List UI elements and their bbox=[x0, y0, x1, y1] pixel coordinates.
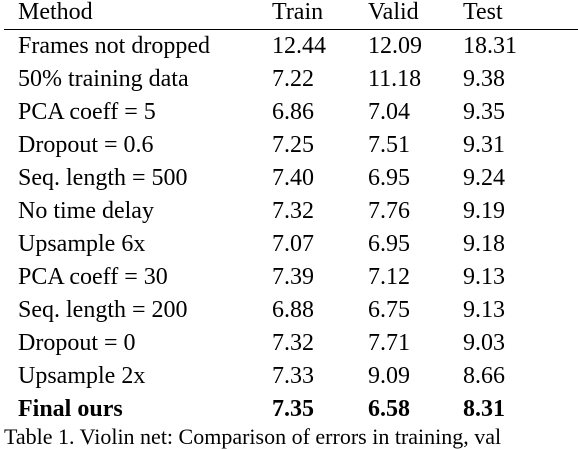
table-row-final: Final ours 7.35 6.58 8.31 bbox=[0, 397, 578, 430]
cell-train: 7.35 bbox=[272, 396, 314, 422]
cell-train: 7.22 bbox=[272, 66, 314, 92]
cell-method: Upsample 2x bbox=[18, 363, 146, 389]
header-valid: Valid bbox=[368, 0, 419, 25]
cell-test: 9.35 bbox=[463, 99, 505, 125]
cell-test: 9.13 bbox=[463, 297, 505, 323]
cell-method: PCA coeff = 5 bbox=[18, 99, 156, 125]
cell-valid: 6.95 bbox=[368, 165, 410, 191]
cell-test: 18.31 bbox=[463, 33, 517, 59]
cell-method: PCA coeff = 30 bbox=[18, 264, 168, 290]
cell-train: 7.32 bbox=[272, 330, 314, 356]
cell-test: 9.19 bbox=[463, 198, 505, 224]
header-test: Test bbox=[463, 0, 503, 25]
table-row: Seq. length = 200 6.88 6.75 9.13 bbox=[0, 298, 578, 331]
table-row: Dropout = 0.6 7.25 7.51 9.31 bbox=[0, 133, 578, 166]
cell-train: 6.88 bbox=[272, 297, 314, 323]
cell-train: 7.40 bbox=[272, 165, 314, 191]
header-method: Method bbox=[18, 0, 93, 25]
cell-method: Seq. length = 200 bbox=[18, 297, 188, 323]
cell-test: 9.31 bbox=[463, 132, 505, 158]
table-row: Dropout = 0 7.32 7.71 9.03 bbox=[0, 331, 578, 364]
cell-test: 8.66 bbox=[463, 363, 505, 389]
cell-test: 9.13 bbox=[463, 264, 505, 290]
cell-method: Seq. length = 500 bbox=[18, 165, 188, 191]
cell-valid: 7.04 bbox=[368, 99, 410, 125]
table-caption: Table 1. Violin net: Comparison of error… bbox=[4, 424, 502, 449]
cell-method: No time delay bbox=[18, 198, 154, 224]
cell-train: 12.44 bbox=[272, 33, 326, 59]
cell-valid: 7.12 bbox=[368, 264, 410, 290]
cell-train: 7.33 bbox=[272, 363, 314, 389]
table-row: 50% training data 7.22 11.18 9.38 bbox=[0, 67, 578, 100]
cell-valid: 7.76 bbox=[368, 198, 410, 224]
cell-train: 7.07 bbox=[272, 231, 314, 257]
cell-method: Dropout = 0.6 bbox=[18, 132, 154, 158]
table-row: Frames not dropped 12.44 12.09 18.31 bbox=[0, 34, 578, 67]
cell-method: Upsample 6x bbox=[18, 231, 146, 257]
cell-test: 9.18 bbox=[463, 231, 505, 257]
table-row: PCA coeff = 5 6.86 7.04 9.35 bbox=[0, 100, 578, 133]
table-row: Seq. length = 500 7.40 6.95 9.24 bbox=[0, 166, 578, 199]
cell-train: 7.39 bbox=[272, 264, 314, 290]
cell-train: 6.86 bbox=[272, 99, 314, 125]
cell-train: 7.25 bbox=[272, 132, 314, 158]
table-row: Upsample 6x 7.07 6.95 9.18 bbox=[0, 232, 578, 265]
cell-train: 7.32 bbox=[272, 198, 314, 224]
table-row: PCA coeff = 30 7.39 7.12 9.13 bbox=[0, 265, 578, 298]
cell-method: 50% training data bbox=[18, 66, 189, 92]
cell-valid: 12.09 bbox=[368, 33, 422, 59]
cell-valid: 9.09 bbox=[368, 363, 410, 389]
header-rule bbox=[4, 29, 578, 30]
cell-valid: 11.18 bbox=[368, 66, 422, 92]
cell-test: 9.03 bbox=[463, 330, 505, 356]
table-row: No time delay 7.32 7.76 9.19 bbox=[0, 199, 578, 232]
cell-valid: 6.75 bbox=[368, 297, 410, 323]
table-header-row: Method Train Valid Test bbox=[0, 0, 578, 33]
cell-valid: 7.71 bbox=[368, 330, 410, 356]
cell-valid: 7.51 bbox=[368, 132, 410, 158]
cell-valid: 6.95 bbox=[368, 231, 410, 257]
table-row: Upsample 2x 7.33 9.09 8.66 bbox=[0, 364, 578, 397]
cell-test: 9.38 bbox=[463, 66, 505, 92]
cell-method: Dropout = 0 bbox=[18, 330, 136, 356]
cell-test: 9.24 bbox=[463, 165, 505, 191]
cell-valid: 6.58 bbox=[368, 396, 410, 422]
cell-test: 8.31 bbox=[463, 396, 505, 422]
cell-method: Final ours bbox=[18, 396, 123, 422]
cell-method: Frames not dropped bbox=[18, 33, 210, 59]
header-train: Train bbox=[272, 0, 324, 25]
